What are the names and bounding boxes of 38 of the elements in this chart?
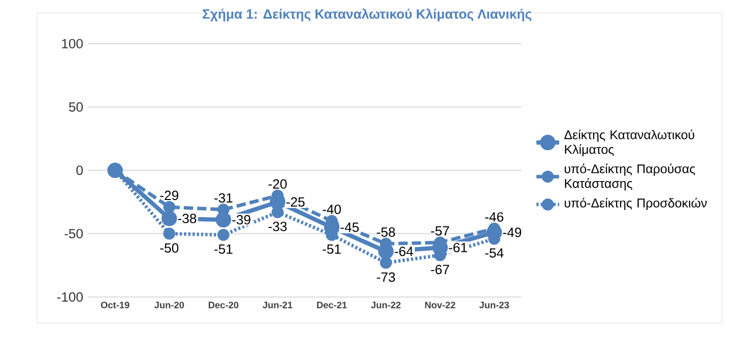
data-label: -20 bbox=[268, 179, 287, 189]
data-label: -51 bbox=[322, 244, 341, 254]
chart-title: Σχήμα 1: Δείκτης Καταναλωτικού Κλίματος Λιανικής bbox=[202, 8, 532, 22]
data-label: -54 bbox=[485, 248, 504, 258]
y-tick-label: 50 bbox=[69, 102, 83, 112]
data-label: -64 bbox=[394, 246, 414, 256]
data-label: -29 bbox=[160, 190, 178, 200]
legend-label: υπό-Δείκτης Παρούσας Κατάστασης bbox=[564, 164, 696, 190]
y-tick-label: -100 bbox=[57, 292, 83, 302]
legend-label: υπό-Δείκτης Προσδοκιών bbox=[564, 198, 707, 210]
x-tick-label: Oct-19 bbox=[100, 302, 130, 308]
data-label: -39 bbox=[232, 215, 250, 224]
data-label: -73 bbox=[376, 272, 395, 282]
data-label: -33 bbox=[268, 222, 287, 232]
y-tick-label: 0 bbox=[76, 166, 83, 176]
y-tick-label: 100 bbox=[62, 38, 83, 48]
x-tick-label: Jun-20 bbox=[154, 302, 184, 308]
x-tick-label: Jun-23 bbox=[479, 302, 509, 308]
data-label: -45 bbox=[340, 222, 359, 232]
data-label: -51 bbox=[214, 244, 232, 254]
data-label: -40 bbox=[322, 204, 341, 214]
x-tick-label: Jun-21 bbox=[262, 302, 292, 308]
x-tick-label: Jun-22 bbox=[371, 302, 401, 308]
data-label: -61 bbox=[448, 242, 467, 252]
data-label: -49 bbox=[503, 228, 522, 238]
data-label: -57 bbox=[431, 226, 450, 236]
y-tick-label: -50 bbox=[64, 228, 83, 238]
x-tick-label: Dec-20 bbox=[208, 302, 238, 308]
legend-label: Δείκτης Καταναλωτικού Κλίματος bbox=[564, 130, 694, 156]
x-tick-label: Nov-22 bbox=[425, 302, 456, 308]
data-label: -46 bbox=[485, 212, 504, 222]
data-label: -58 bbox=[376, 227, 395, 237]
data-label: -31 bbox=[214, 193, 232, 203]
data-label: -38 bbox=[178, 214, 196, 224]
data-label: -25 bbox=[286, 197, 305, 207]
data-label: -67 bbox=[431, 264, 450, 274]
data-label: -50 bbox=[160, 243, 178, 253]
x-tick-label: Dec-21 bbox=[317, 302, 347, 308]
